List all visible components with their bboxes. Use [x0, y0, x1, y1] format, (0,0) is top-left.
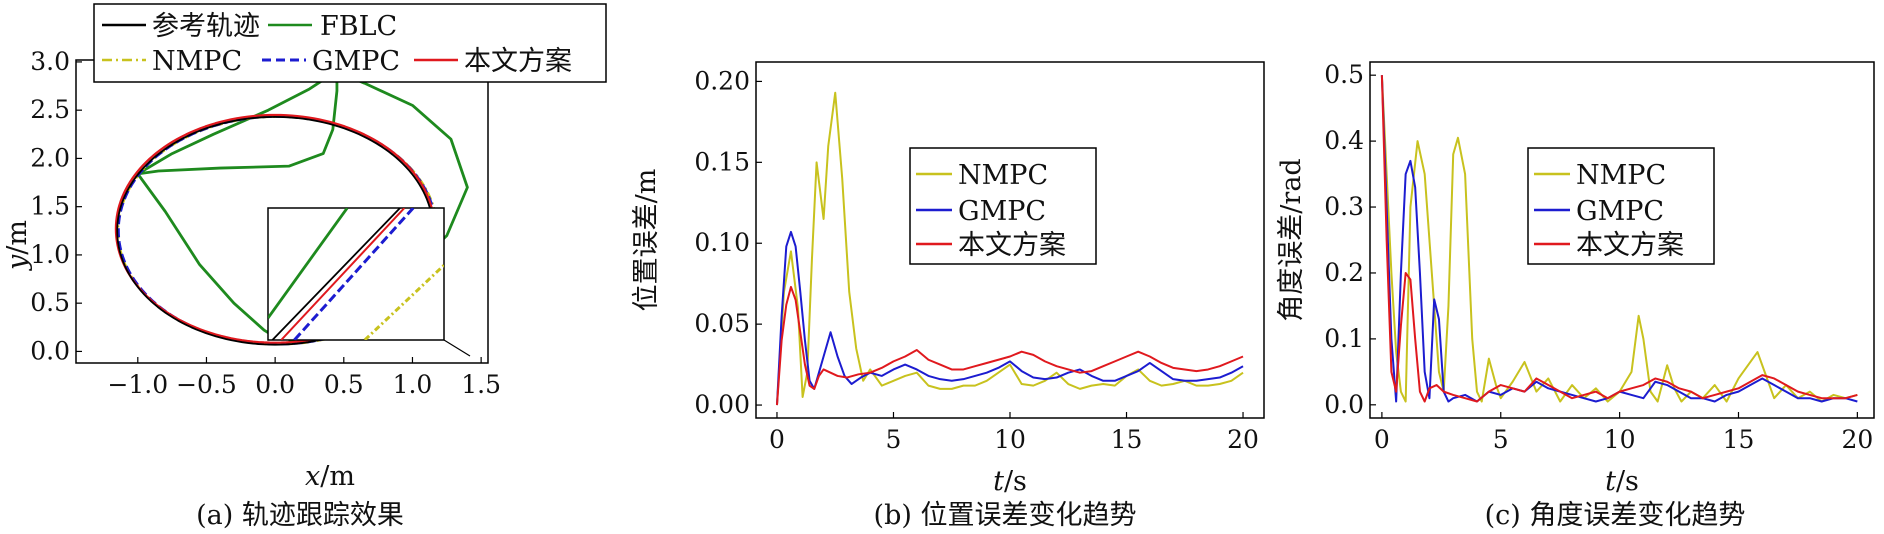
panel-c-xtick-label: 5 [1493, 425, 1509, 454]
panel-a-xtick-label: −1.0 [107, 370, 168, 399]
panel-b-ytick-label: 0.05 [694, 309, 750, 338]
panel-b-ytick-label: 0.00 [694, 390, 750, 419]
panel-b-ticks: 0 5 10 15 20 0.00 0.05 0.10 0.15 0.20 [694, 66, 1259, 454]
panel-c-series [1380, 75, 1858, 403]
panel-a-xtick-label: 1.5 [461, 370, 501, 399]
panel-b-xtick-label: 20 [1227, 425, 1259, 454]
panel-c-ytick-label: 0.3 [1324, 192, 1364, 221]
panel-c-ytick-label: 0.4 [1324, 126, 1364, 155]
legend-reference-label: 参考轨迹 [152, 11, 260, 42]
panel-c-ytick-label: 0.5 [1324, 60, 1364, 89]
panel-a-caption: (a) 轨迹跟踪效果 [196, 500, 404, 531]
panel-c-xtick-label: 20 [1841, 425, 1873, 454]
panel-a-ticks: −1.0 −0.5 0.0 0.5 1.0 1.5 0.0 0.5 1.0 1.5 2.0 2.5 3.… [30, 47, 501, 399]
panel-b-xlabel: t/s [993, 466, 1027, 497]
panel-a-xtick-label: −0.5 [176, 370, 237, 399]
panel-a-ytick-label: 0.5 [30, 288, 70, 317]
panel-b-ytick-label: 0.20 [694, 66, 750, 95]
panel-a-ytick-label: 0.0 [30, 336, 70, 365]
panel-c-ytick-label: 0.2 [1324, 258, 1364, 287]
panel-c-legend: NMPC GMPC 本文方案 [1527, 147, 1715, 265]
panel-b-xtick-label: 10 [994, 425, 1026, 454]
panel-b-legend-gmpc: GMPC [958, 196, 1046, 227]
panel-c-nmpc-line [1380, 75, 1858, 403]
panel-a-ytick-label: 3.0 [30, 47, 70, 76]
panel-b-ylabel: 位置误差/m [631, 169, 662, 312]
inset-gmpc-line [293, 208, 415, 340]
panel-a-ytick-label: 2.5 [30, 95, 70, 124]
panel-c-ytick-label: 0.1 [1324, 324, 1364, 353]
panel-a-trajectory: −1.0 −0.5 0.0 0.5 1.0 1.5 0.0 0.5 1.0 1.5 2.0 2.5 3.… [2, 3, 607, 531]
panel-c-legend-proposed: 本文方案 [1576, 230, 1684, 261]
panel-c-xtick-label: 15 [1723, 425, 1755, 454]
panel-a-ytick-label: 2.0 [30, 143, 70, 172]
panel-a-xlabel: x/m [305, 461, 355, 492]
panel-b-nmpc-line [775, 91, 1244, 406]
panel-b-caption: (b) 位置误差变化趋势 [874, 500, 1137, 531]
panel-a-ytick-label: 1.0 [30, 240, 70, 269]
panel-b-ytick-label: 0.15 [694, 147, 750, 176]
panel-c-legend-nmpc: NMPC [1576, 160, 1666, 191]
panel-c-ticks: 0 5 10 15 20 0.0 0.1 0.2 0.3 0.4 0.5 [1324, 60, 1873, 454]
panel-a-ylabel: y/m [2, 220, 33, 271]
panel-b-xtick-label: 5 [886, 425, 902, 454]
panel-a-legend: 参考轨迹 FBLC NMPC GMPC 本文方案 [93, 3, 607, 83]
panel-a-ytick-label: 1.5 [30, 192, 70, 221]
inset-fblc-line [268, 208, 349, 319]
inset-reference-line [271, 208, 401, 340]
inset-nmpc-line [363, 264, 444, 340]
panel-b-legend-nmpc: NMPC [958, 160, 1048, 191]
panel-c-xlabel: t/s [1605, 466, 1639, 497]
panel-a-xtick-label: 1.0 [393, 370, 433, 399]
panel-c-caption: (c) 角度误差变化趋势 [1485, 500, 1746, 531]
panel-b-legend: NMPC GMPC 本文方案 [909, 147, 1097, 265]
panel-c-proposed-line [1380, 75, 1858, 403]
panel-a-xtick-label: 0.5 [324, 370, 364, 399]
panel-b-xtick-label: 15 [1111, 425, 1143, 454]
panel-c-angle-error: 0 5 10 15 200.00.10.20.30.40.5 t/s 角度误差/rad … [1276, 60, 1875, 531]
panel-c-legend-gmpc: GMPC [1576, 196, 1664, 227]
legend-fblc-label: FBLC [320, 11, 397, 42]
legend-gmpc-label: GMPC [312, 46, 400, 77]
panel-c-gmpc-line [1380, 75, 1858, 403]
panel-b-proposed-line [775, 285, 1244, 406]
panel-a-xtick-label: 0.0 [255, 370, 295, 399]
inset-proposed-line [280, 208, 406, 340]
panel-c-xtick-label: 0 [1374, 425, 1390, 454]
legend-nmpc-label: NMPC [152, 46, 242, 77]
panel-b-ytick-label: 0.10 [694, 228, 750, 257]
panel-b-legend-proposed: 本文方案 [958, 230, 1066, 261]
panel-b-series [775, 91, 1244, 406]
panel-c-ylabel: 角度误差/rad [1276, 158, 1307, 321]
panel-c-xtick-label: 10 [1604, 425, 1636, 454]
panel-a-zoom-inset [267, 207, 471, 357]
panel-b-position-error: 0 5 10 15 200.000.050.100.150.20 t/s 位置误差/m … [631, 61, 1265, 531]
legend-proposed-label: 本文方案 [464, 46, 572, 77]
panel-c-ytick-label: 0.0 [1324, 390, 1364, 419]
panel-b-xtick-label: 0 [769, 425, 785, 454]
panel-c-plot-frame [1369, 61, 1875, 419]
